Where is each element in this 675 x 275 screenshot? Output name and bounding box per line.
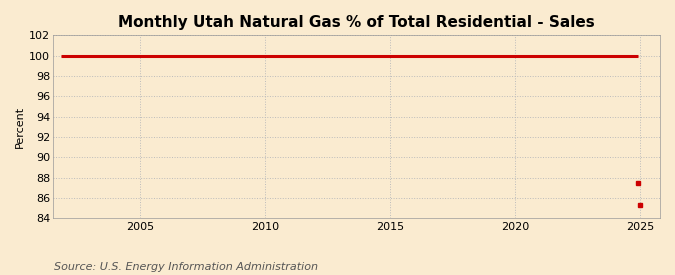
Y-axis label: Percent: Percent (15, 106, 25, 148)
Title: Monthly Utah Natural Gas % of Total Residential - Sales: Monthly Utah Natural Gas % of Total Resi… (118, 15, 595, 30)
Text: Source: U.S. Energy Information Administration: Source: U.S. Energy Information Administ… (54, 262, 318, 272)
